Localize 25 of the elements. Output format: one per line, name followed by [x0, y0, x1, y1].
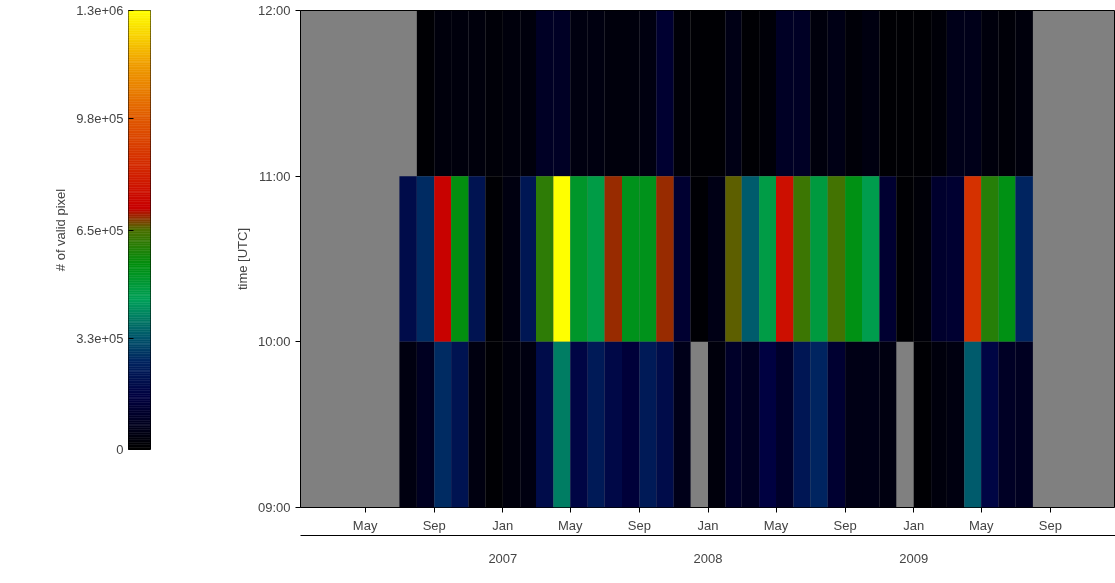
- x-tick-label: Sep: [627, 517, 651, 533]
- x-tick-label: Sep: [1038, 517, 1062, 533]
- color-bar-label: 1.3e+06: [76, 3, 124, 18]
- y-axis-title: time [UTC]: [234, 227, 250, 291]
- x-tick-label: May: [558, 517, 584, 533]
- x-tick-label: May: [763, 517, 789, 533]
- x-tick-label: Sep: [833, 517, 857, 533]
- x-tick-label: Jan: [492, 517, 514, 533]
- x2-tick-label: 2008: [693, 550, 723, 566]
- x2-tick-label: 2009: [899, 550, 929, 566]
- x-tick-label: Sep: [422, 517, 446, 533]
- y-tick-label: 11:00: [258, 168, 291, 184]
- y-tick-label: 12:00: [257, 3, 291, 18]
- x-tick-label: May: [968, 517, 994, 533]
- color-bar-label: 6.5e+05: [76, 222, 124, 238]
- color-bar-label: 9.8e+05: [76, 111, 124, 127]
- y-tick-label: 09:00: [257, 500, 291, 515]
- x-tick-label: Jan: [697, 517, 719, 533]
- color-bar-title: # of valid pixel: [53, 188, 69, 272]
- x2-tick-label: 2007: [488, 550, 518, 566]
- y-tick-label: 10:00: [257, 334, 291, 350]
- x-tick-label: May: [352, 517, 378, 533]
- x-tick-label: Jan: [903, 517, 925, 533]
- color-bar-label: 3.3e+05: [76, 330, 124, 346]
- color-bar-label: 0: [116, 442, 124, 457]
